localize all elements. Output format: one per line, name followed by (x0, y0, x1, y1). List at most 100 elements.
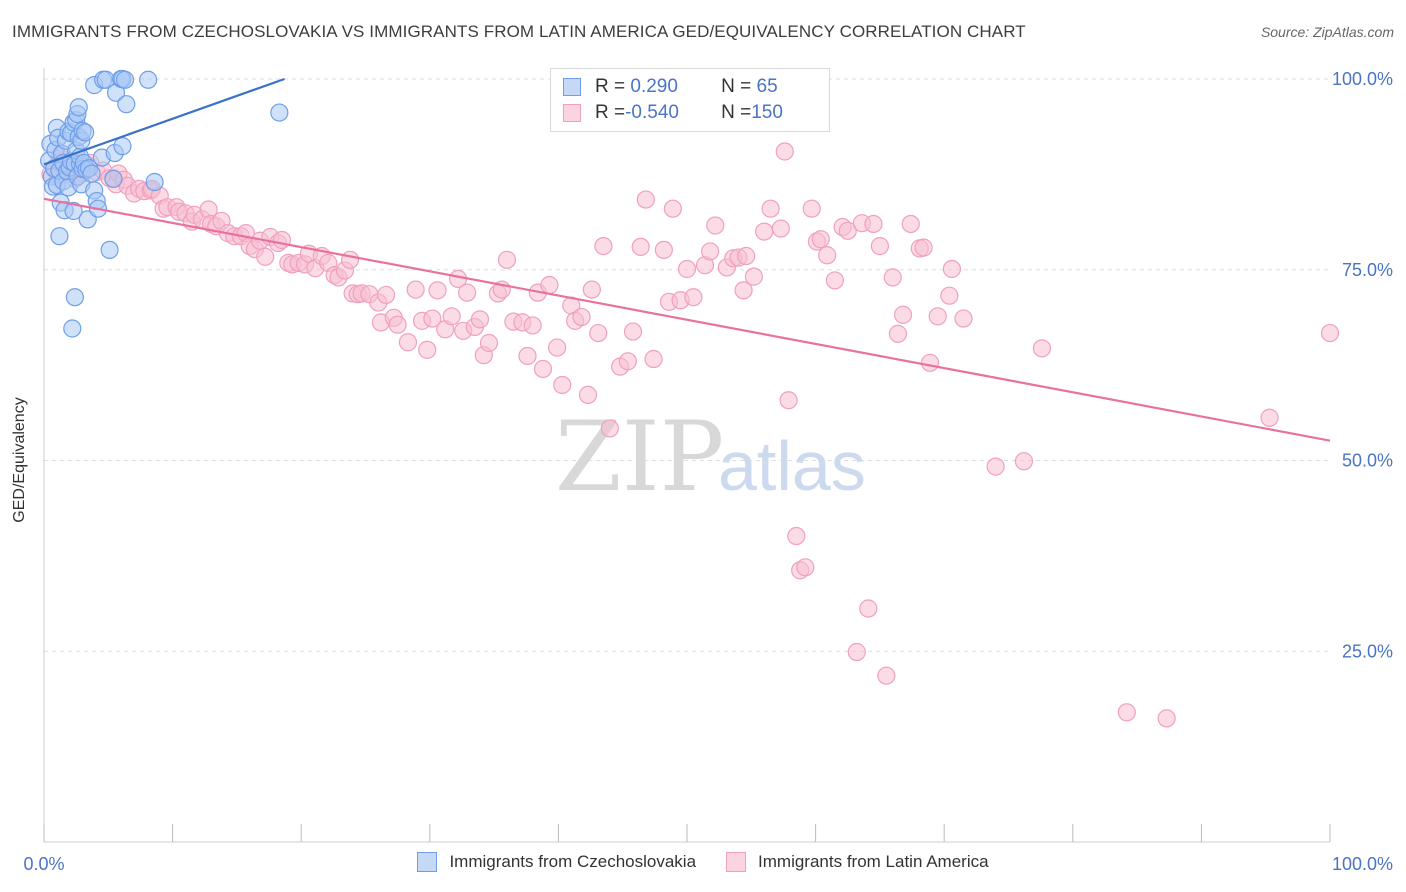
legend-r-value: 0.290 (625, 76, 678, 97)
latin-america-point (398, 333, 418, 352)
tick-labels: 100.0% 75.0% 50.0% 25.0% 0.0% 100.0% (23, 69, 1393, 874)
latin-america-point (548, 338, 567, 357)
latin-america-point (589, 323, 608, 343)
latin-america-point (533, 359, 553, 379)
legend-r-label: R = (595, 102, 626, 123)
legend-row-latin-america: R = -0.540 N = 150 (563, 101, 783, 125)
czechoslovakia-point (76, 123, 95, 142)
latin-america-point (636, 190, 655, 209)
legend-item-czechoslovakia: Immigrants from Czechoslovakia (417, 852, 696, 872)
latin-america-point (518, 346, 537, 366)
gridlines (44, 78, 1330, 652)
latin-america-point (1014, 452, 1034, 471)
latin-america-point (877, 666, 896, 685)
watermark-atlas: atlas (718, 427, 866, 505)
latin-america-point (1157, 709, 1176, 728)
latin-america-point (901, 214, 920, 234)
legend-swatch-pink (563, 104, 581, 122)
latin-america-point (256, 247, 275, 266)
latin-america-point (920, 353, 940, 372)
latin-america-point (787, 526, 806, 546)
latin-america-point (775, 142, 794, 161)
latin-america-point (376, 285, 396, 305)
y-tick-label: 50.0% (1342, 451, 1393, 471)
latin-america-point (428, 281, 447, 300)
legend-n-value: 150 (751, 102, 783, 123)
y-tick-label: 25.0% (1342, 641, 1393, 661)
latin-america-point (272, 230, 292, 250)
latin-america-point (771, 219, 790, 238)
latin-america-point (479, 333, 499, 353)
czechoslovakia-point (117, 95, 136, 114)
latin-america-trendline (43, 197, 1331, 442)
latin-america-point (847, 642, 866, 662)
latin-america-point (893, 305, 913, 324)
latin-america-point (796, 558, 815, 577)
legend-swatch-blue (563, 78, 581, 96)
latin-america-point (940, 286, 959, 305)
latin-america-point (540, 275, 559, 295)
latin-america-point (572, 307, 591, 327)
latin-america-point (442, 307, 461, 326)
czechoslovakia-point (50, 227, 69, 246)
latin-america-point (523, 316, 542, 335)
latin-america-point (388, 315, 407, 334)
latin-america-point (654, 240, 673, 260)
x-tick-label: 0.0% (23, 854, 64, 874)
latin-america-point (883, 268, 902, 287)
latin-america-point (600, 419, 619, 438)
legend-n-label: N = (721, 76, 752, 97)
latin-america-point (423, 309, 442, 328)
latin-america-point (553, 375, 572, 395)
latin-america-point (755, 222, 774, 241)
latin-america-point (870, 236, 890, 256)
latin-america-point (663, 199, 682, 218)
chart-title: IMMIGRANTS FROM CZECHOSLOVAKIA VS IMMIGR… (12, 22, 1026, 41)
latin-america-point (618, 352, 637, 371)
latin-america-point (406, 280, 425, 299)
legend-r-value: -0.540 (625, 102, 679, 123)
source-label: Source: ZipAtlas.com (1260, 24, 1394, 40)
czechoslovakia-point (69, 98, 88, 117)
latin-america-point (340, 250, 360, 269)
y-tick-label: 75.0% (1342, 260, 1393, 280)
watermark-zip: ZIP (555, 401, 724, 513)
latin-america-point (802, 199, 821, 218)
latin-america-point (578, 385, 598, 404)
latin-america-point (470, 310, 490, 329)
legend-swatch-blue (417, 852, 438, 872)
watermark: ZIP atlas (555, 401, 866, 513)
czechoslovakia-point (139, 70, 158, 89)
czechoslovakia-trendline (43, 77, 285, 166)
x-tick-label: 100.0% (1332, 854, 1393, 874)
latin-america-point (706, 216, 725, 235)
latin-america-point (818, 246, 837, 265)
latin-america-point (457, 283, 477, 302)
latin-america-point (1260, 408, 1279, 427)
legend-swatch-pink (726, 852, 747, 872)
czechoslovakia-points (40, 69, 289, 338)
series-legend: Immigrants from Czechoslovakia Immigrant… (0, 852, 1406, 872)
legend-item-latin-america: Immigrants from Latin America (726, 852, 989, 872)
trendlines (43, 77, 1331, 442)
latin-america-point (986, 457, 1005, 476)
correlation-legend: R = 0.290 N = 65 R = -0.540 N = 150 (550, 68, 830, 132)
czechoslovakia-point (65, 288, 84, 307)
latin-america-point (644, 349, 663, 369)
latin-america-point (811, 230, 830, 249)
latin-america-point (684, 288, 703, 307)
latin-america-point (623, 322, 643, 341)
czechoslovakia-point (64, 201, 83, 221)
latin-america-point (497, 250, 517, 269)
legend-label-latin-america: Immigrants from Latin America (758, 852, 989, 871)
latin-america-point (954, 309, 973, 328)
czechoslovakia-point (82, 164, 101, 183)
latin-america-point (1320, 323, 1340, 343)
latin-america-point (825, 271, 844, 290)
latin-america-point (582, 280, 601, 299)
czechoslovakia-point (145, 172, 164, 192)
czechoslovakia-point (113, 137, 132, 156)
czechoslovakia-point (270, 103, 289, 122)
legend-r-label: R = (595, 76, 626, 97)
latin-america-point (677, 259, 697, 279)
